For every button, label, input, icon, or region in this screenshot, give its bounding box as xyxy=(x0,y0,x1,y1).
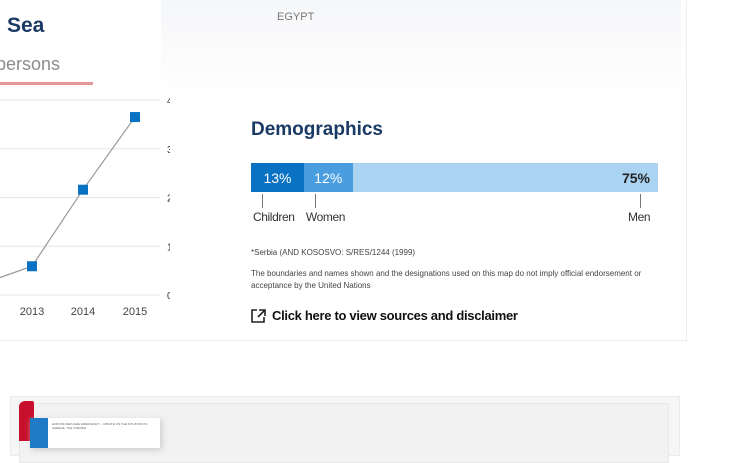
segment-tick xyxy=(262,194,263,208)
segment-children: 13% xyxy=(251,163,304,192)
thumbnail-text: EUROPE REFUGEE EMERGENCY - UPDATE ON THE… xyxy=(52,422,148,430)
unhcr-logo xyxy=(30,418,48,448)
segment-label: Children xyxy=(253,210,295,224)
data-point[interactable] xyxy=(130,112,140,123)
y-tick-label: 400,000 xyxy=(167,96,170,107)
x-tick-label: 2013 xyxy=(20,306,44,318)
map-country-label: EGYPT xyxy=(277,11,315,23)
y-tick-label: 200,000 xyxy=(167,194,170,205)
line-chart: 400,000 300,000 200,000 100,000 0 2013 2014 201… xyxy=(0,96,170,318)
data-point[interactable] xyxy=(78,184,88,195)
section-title: Sea xyxy=(7,14,45,37)
demographics-title: Demographics xyxy=(251,119,383,140)
x-tick-label: 2014 xyxy=(71,306,95,318)
segment-label: Women xyxy=(305,210,346,224)
series-line xyxy=(0,116,136,279)
segment-label: Men xyxy=(628,210,651,224)
tab-persons[interactable]: persons xyxy=(0,54,61,74)
segment-tick xyxy=(314,194,316,208)
map-background xyxy=(161,0,681,101)
disclaimer-text: The boundaries and names shown and the d… xyxy=(251,269,642,290)
y-tick-label: 0 xyxy=(167,291,170,302)
sources-link[interactable]: Click here to view sources and disclaime… xyxy=(251,308,518,323)
segment-women: 12% xyxy=(303,163,353,192)
data-point[interactable] xyxy=(27,261,37,272)
y-tick-label: 100,000 xyxy=(167,242,170,253)
footnote: *Serbia (AND KOSOSVO: S/RES/1244 (1999) xyxy=(251,248,416,257)
active-tab-underline xyxy=(0,82,93,85)
segment-tick xyxy=(640,194,641,208)
y-tick-label: 300,000 xyxy=(167,145,170,156)
external-link-icon xyxy=(251,308,266,323)
x-tick-label: 2015 xyxy=(123,306,147,318)
demographics-bar: 13% 12% 75% xyxy=(251,163,658,192)
sources-link-label: Click here to view sources and disclaime… xyxy=(272,308,518,323)
segment-men: 75% xyxy=(352,163,658,192)
document-thumbnail[interactable]: EUROPE REFUGEE EMERGENCY - UPDATE ON THE… xyxy=(30,418,160,448)
